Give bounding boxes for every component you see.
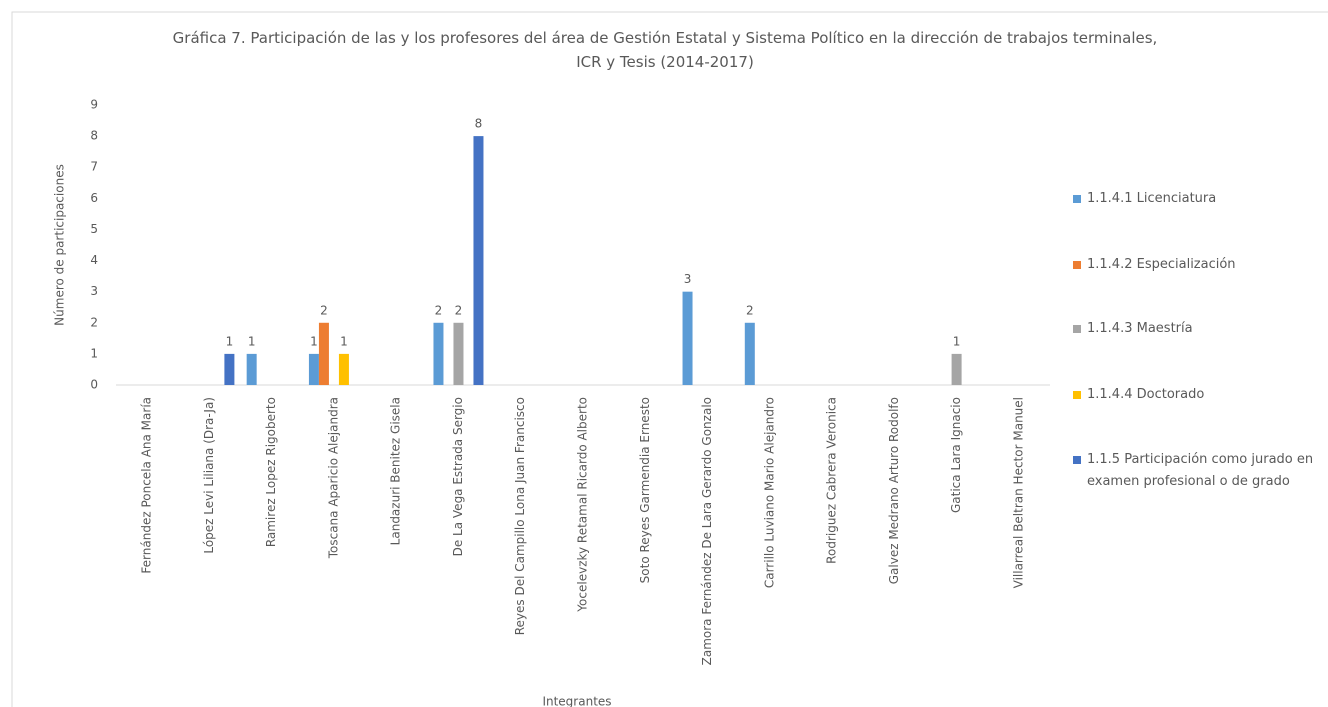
y-tick-label: 7 — [90, 160, 98, 174]
data-label: 1 — [226, 334, 234, 348]
y-tick-label: 2 — [90, 315, 98, 329]
bar — [246, 353, 257, 385]
bar — [473, 136, 484, 385]
data-label: 1 — [953, 334, 961, 348]
legend-label: 1.1.4.1 Licenciatura — [1087, 191, 1217, 206]
data-label: 3 — [684, 272, 692, 286]
legend-item: 1.1.4.1 Licenciatura — [1073, 188, 1328, 210]
x-tick-label: Reyes Del Campillo Lona Juan Francisco — [513, 397, 527, 635]
bar — [433, 322, 444, 385]
bar — [224, 353, 235, 385]
x-tick-label: Fernández Poncela Ana María — [140, 397, 154, 574]
bar — [338, 353, 349, 385]
data-label: 2 — [746, 303, 754, 317]
legend-swatch — [1073, 456, 1081, 464]
bar — [453, 322, 464, 385]
bar — [951, 353, 962, 385]
legend-label: 1.1.4.3 Maestría — [1087, 321, 1193, 336]
x-tick-label: Toscana Aparicio Alejandra — [326, 397, 340, 559]
bar — [308, 353, 319, 385]
y-tick-label: 8 — [90, 129, 98, 143]
data-label: 1 — [310, 334, 318, 348]
y-tick-label: 5 — [90, 222, 98, 236]
data-label: 2 — [455, 303, 463, 317]
x-tick-label: Rodriguez Cabrera Veronica — [825, 397, 839, 564]
legend-swatch — [1073, 195, 1081, 203]
legend-label: 1.1.4.2 Especialización — [1087, 257, 1236, 272]
legend-item: 1.1.4.3 Maestría — [1073, 318, 1328, 340]
legend-item: 1.1.4.4 Doctorado — [1073, 384, 1328, 406]
data-label: 1 — [248, 334, 256, 348]
x-tick-label: Ramirez Lopez Rigoberto — [264, 397, 278, 547]
data-label: 2 — [435, 303, 443, 317]
data-label: 1 — [340, 334, 348, 348]
data-label: 2 — [320, 303, 328, 317]
y-tick-label: 1 — [90, 346, 98, 360]
x-tick-label: De La Vega Estrada Sergio — [451, 397, 465, 556]
bar — [744, 322, 755, 385]
x-axis-label: Integrantes — [542, 695, 611, 707]
y-tick-label: 3 — [90, 284, 98, 298]
legend-label: 1.1.5 Participación como jurado en exame… — [1087, 452, 1314, 489]
legend-item: 1.1.5 Participación como jurado en exame… — [1073, 449, 1328, 493]
x-tick-label: Soto Reyes Garmendia Ernesto — [638, 397, 652, 583]
y-tick-label: 6 — [90, 191, 98, 205]
x-tick-label: Carrillo Luviano Mario Alejandro — [762, 397, 776, 588]
x-tick-label: Villarreal Beltran Hector Manuel — [1011, 397, 1025, 588]
legend-swatch — [1073, 325, 1081, 333]
y-axis-label: Número de participaciones — [53, 164, 67, 326]
legend-swatch — [1073, 391, 1081, 399]
bar — [318, 322, 329, 385]
chart-title: Gráfica 7. Participación de las y los pr… — [172, 29, 1158, 71]
x-tick-label: Yocelevzky Retamal Ricardo Alberto — [576, 397, 590, 613]
bar — [682, 291, 693, 385]
y-tick-label: 0 — [90, 378, 98, 392]
legend-swatch — [1073, 261, 1081, 269]
x-tick-label: Gatica Lara Ignacio — [949, 397, 963, 513]
data-label: 8 — [475, 117, 483, 131]
y-tick-label: 9 — [90, 98, 98, 112]
chart-border — [11, 11, 1328, 707]
y-tick-label: 4 — [90, 253, 98, 267]
x-tick-label: López Levi Liliana (Dra-Ja) — [202, 397, 216, 554]
legend-item: 1.1.4.2 Especialización — [1073, 254, 1328, 276]
x-tick-label: Zamora Fernández De Lara Gerardo Gonzalo — [700, 397, 714, 665]
legend-label: 1.1.4.4 Doctorado — [1087, 387, 1205, 402]
x-tick-label: Landazuri Benitez Gisela — [389, 397, 403, 545]
x-tick-label: Galvez Medrano Arturo Rodolfo — [887, 397, 901, 584]
